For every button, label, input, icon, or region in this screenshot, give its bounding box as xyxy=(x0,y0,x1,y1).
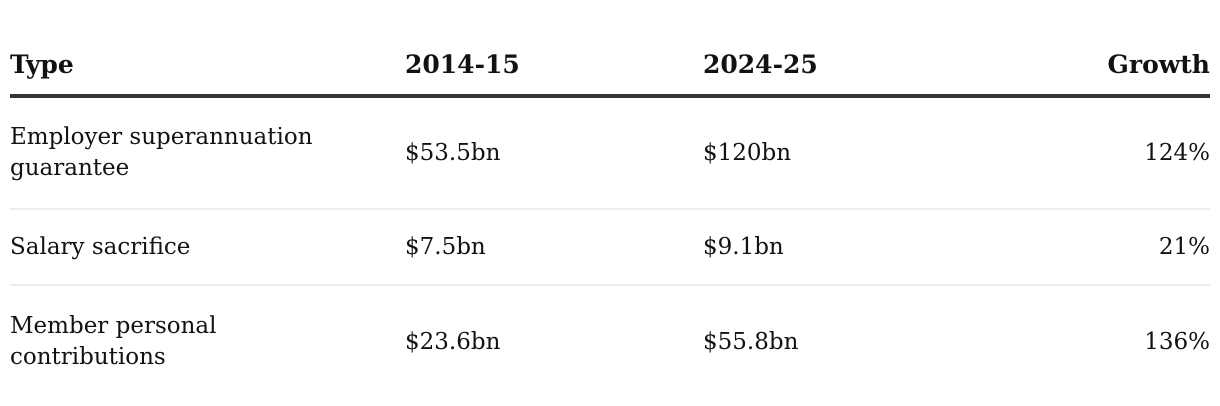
table-row: Salary sacrifice $7.5bn $9.1bn 21% xyxy=(10,210,1210,286)
row-type-label: Salary sacrifice xyxy=(10,232,405,263)
row-type-text: Member personal contributions xyxy=(10,313,217,370)
row-value-2024-25: $9.1bn xyxy=(703,233,784,260)
column-header-2024-25: 2024-25 xyxy=(703,50,818,79)
row-type-label: Member personal contributions xyxy=(10,311,405,373)
row-value-2014-15: $23.6bn xyxy=(405,328,501,355)
row-type-label: Employer superannuation guarantee xyxy=(10,122,405,184)
column-header-growth: Growth xyxy=(1107,50,1210,79)
column-header-type: Type xyxy=(10,50,74,79)
super-contributions-table: Type 2014-15 2024-25 Growth Employer sup… xyxy=(10,0,1210,398)
column-header-2014-15: 2014-15 xyxy=(405,50,520,79)
row-type-text: Salary sacrifice xyxy=(10,233,191,260)
table-row: Employer superannuation guarantee $53.5b… xyxy=(10,98,1210,210)
row-value-growth: 21% xyxy=(1158,233,1210,260)
row-value-2014-15: $7.5bn xyxy=(405,233,486,260)
table-row: Member personal contributions $23.6bn $5… xyxy=(10,286,1210,398)
row-value-growth: 136% xyxy=(1144,328,1210,355)
row-value-2024-25: $120bn xyxy=(703,139,792,166)
row-value-growth: 124% xyxy=(1144,139,1210,166)
table-header-row: Type 2014-15 2024-25 Growth xyxy=(10,0,1210,98)
row-value-2024-25: $55.8bn xyxy=(703,328,799,355)
row-value-2014-15: $53.5bn xyxy=(405,139,501,166)
row-type-text: Employer superannuation guarantee xyxy=(10,124,313,181)
